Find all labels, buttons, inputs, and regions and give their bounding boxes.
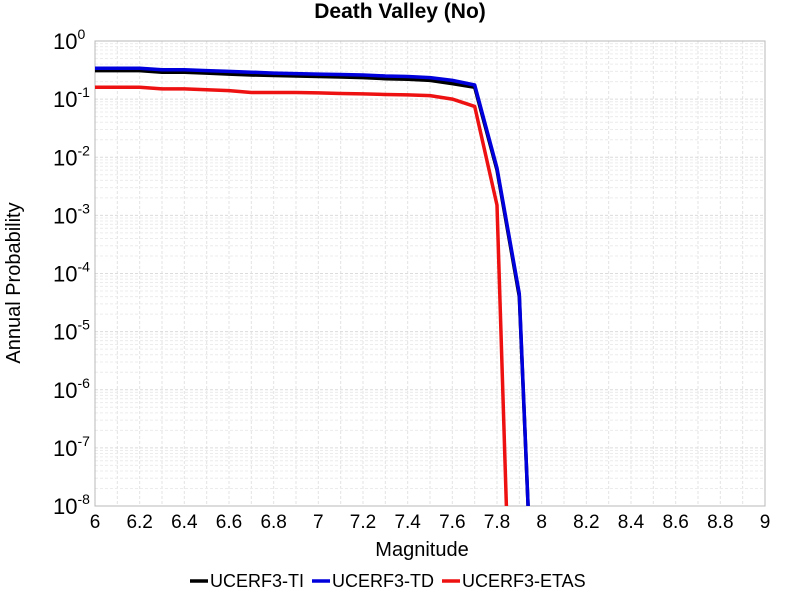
- legend-label: UCERF3-ETAS: [462, 571, 586, 591]
- x-tick-label: 6: [90, 512, 101, 533]
- plot-frame: [94, 40, 766, 507]
- x-tick-labels: 6 6.2 6.4 6.6 6.8 7 7.2 7.4 7.6 7.8 8 8.2 8.4 8.6 8.8 9: [90, 512, 771, 533]
- y-tick-label: 100: [53, 26, 85, 54]
- x-tick-label: 8.4: [618, 512, 645, 533]
- y-axis-label: Annual Probability: [3, 202, 25, 363]
- y-tick-label: 10-7: [53, 433, 90, 461]
- series-line-ucerf3-td: [95, 66, 530, 506]
- x-tick-label: 8.2: [573, 512, 599, 533]
- y-tick-label: 10-2: [53, 142, 90, 170]
- chart-title: Death Valley (No): [314, 0, 486, 23]
- x-tick-label: 9: [760, 512, 771, 533]
- x-tick-label: 6.4: [171, 512, 198, 533]
- x-tick-label: 7.4: [394, 512, 421, 533]
- y-tick-label: 10-5: [53, 317, 90, 345]
- x-tick-label: 8.6: [662, 512, 688, 533]
- x-tick-label: 7.2: [350, 512, 376, 533]
- series-line-ucerf3-ti: [95, 68, 530, 506]
- legend-label: UCERF3-TD: [332, 571, 434, 591]
- x-tick-label: 6.6: [216, 512, 242, 533]
- x-axis-label: Magnitude: [375, 539, 468, 561]
- x-tick-label: 7.8: [484, 512, 510, 533]
- y-tick-label: 10-3: [53, 200, 90, 228]
- x-tick-label: 7.6: [439, 512, 465, 533]
- x-tick-label: 8.8: [707, 512, 733, 533]
- y-tick-labels: 100 10-1 10-2 10-3 10-4 10-5 10-6 10-7 10-8: [53, 26, 90, 519]
- x-tick-label: 7: [313, 512, 324, 533]
- y-tick-label: 10-1: [53, 84, 90, 112]
- series-line-ucerf3-etas: [95, 85, 509, 506]
- y-tick-label: 10-8: [53, 491, 90, 519]
- legend: UCERF3-TI UCERF3-TD UCERF3-ETAS: [190, 571, 586, 591]
- y-tick-label: 10-6: [53, 375, 90, 403]
- x-tick-label: 6.2: [126, 512, 152, 533]
- x-tick-label: 6.8: [260, 512, 286, 533]
- series-lines: [95, 66, 530, 506]
- y-tick-label: 10-4: [53, 259, 90, 287]
- legend-label: UCERF3-TI: [210, 571, 304, 591]
- x-tick-label: 8: [536, 512, 547, 533]
